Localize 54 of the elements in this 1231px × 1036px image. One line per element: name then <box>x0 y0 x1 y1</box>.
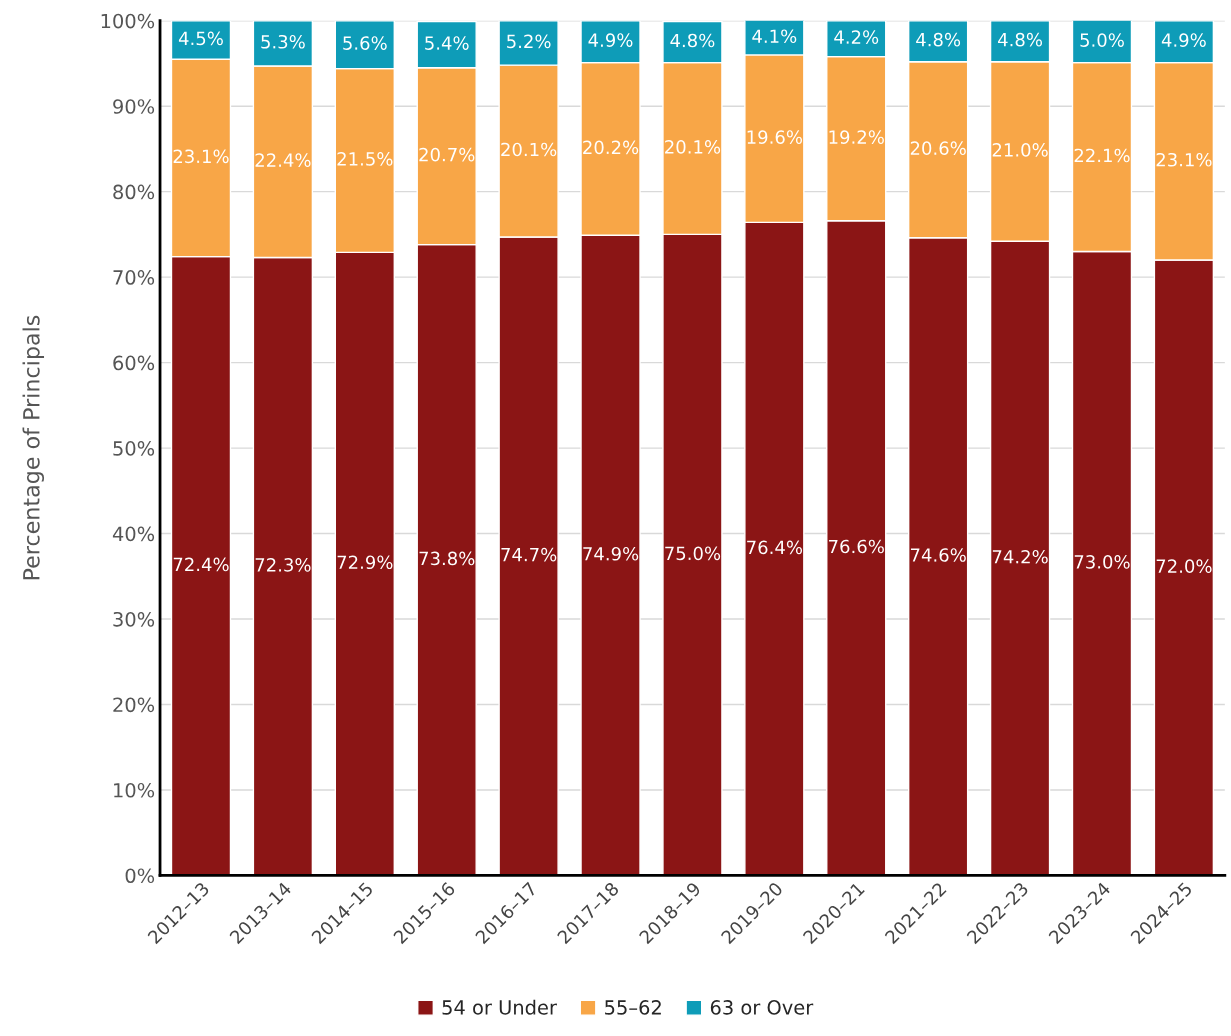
data-label: 76.6% <box>829 539 884 554</box>
data-label: 5.0% <box>1080 33 1124 47</box>
y-tick-label: 60% <box>113 355 155 371</box>
data-label: 4.9% <box>588 33 633 47</box>
legend-label: 55–62 <box>605 1000 661 1015</box>
data-label: 19.2% <box>829 130 884 144</box>
data-label: 74.7% <box>501 547 557 562</box>
data-label: 74.6% <box>910 548 966 562</box>
data-label: 72.3% <box>255 558 311 572</box>
data-label: 5.6% <box>343 36 387 50</box>
data-label: 4.8% <box>670 33 715 48</box>
data-label: 74.2% <box>992 549 1048 564</box>
y-tick-label: 0% <box>125 868 155 884</box>
data-label: 19.6% <box>747 130 803 144</box>
y-tick-label: 50% <box>113 441 155 456</box>
y-tick-label: 30% <box>113 611 155 627</box>
data-label: 20.6% <box>910 141 966 156</box>
data-label: 73.0% <box>1074 555 1130 569</box>
data-label: 72.0% <box>1156 559 1212 573</box>
y-tick-label: 100% <box>101 13 155 29</box>
data-label: 5.3% <box>261 34 305 49</box>
data-label: 5.4% <box>425 36 469 50</box>
data-label: 20.1% <box>501 142 557 157</box>
data-label: 21.0% <box>992 143 1048 157</box>
legend-label: 63 or Over <box>710 1000 814 1015</box>
data-label: 4.8% <box>998 32 1043 47</box>
data-label: 20.1% <box>665 140 721 154</box>
legend-label: 54 or Under <box>442 999 557 1015</box>
y-tick-label: 40% <box>112 526 155 542</box>
data-label: 21.5% <box>337 152 393 166</box>
data-label: 23.1% <box>1156 152 1212 167</box>
data-label: 4.2% <box>834 30 879 44</box>
data-label: 74.9% <box>583 546 639 561</box>
y-tick-label: 80% <box>113 184 155 200</box>
data-label: 22.4% <box>255 153 311 167</box>
data-label: 4.5% <box>178 31 223 46</box>
data-label: 5.2% <box>507 34 551 49</box>
y-tick-label: 70% <box>113 270 155 285</box>
data-label: 23.1% <box>173 149 229 164</box>
data-label: 20.2% <box>583 140 639 155</box>
data-label: 20.7% <box>419 147 475 162</box>
y-axis-title: Percentage of Principals <box>22 315 45 580</box>
data-label: 76.4% <box>747 540 803 555</box>
data-label: 22.1% <box>1074 148 1130 163</box>
y-tick-label: 20% <box>113 697 155 713</box>
data-label: 73.8% <box>419 551 475 566</box>
y-tick-label: 10% <box>114 782 155 798</box>
data-label: 4.9% <box>1161 33 1206 47</box>
data-label: 75.0% <box>665 546 721 561</box>
data-label: 72.4% <box>173 557 229 572</box>
data-label: 72.9% <box>337 555 393 570</box>
y-tick-label: 90% <box>113 99 155 114</box>
data-label: 4.1% <box>752 29 797 44</box>
data-label: 4.8% <box>916 32 961 47</box>
